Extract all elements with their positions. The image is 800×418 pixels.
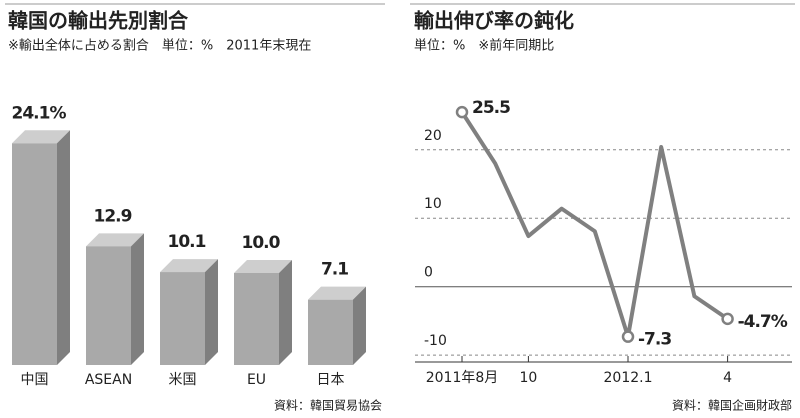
line <box>460 111 729 339</box>
value-label: 10.0 <box>242 233 281 253</box>
x-tick-label: 米国 <box>169 372 197 388</box>
source: 資料：韓国企画財政部 <box>672 398 792 413</box>
x-tick-label: 日本 <box>317 372 345 388</box>
source: 資料：韓国貿易協会 <box>274 398 382 413</box>
chart-subtitle: ※輸出全体に占める割合 単位：% 2011年末現在 <box>8 38 311 54</box>
marker <box>455 105 469 119</box>
bar <box>160 272 205 365</box>
value-label: -4.7% <box>738 312 788 332</box>
bar <box>308 299 353 365</box>
bar-top <box>234 260 292 273</box>
value-label: 25.5 <box>472 98 510 118</box>
y-tick-label: 0 <box>424 265 433 281</box>
x-tick-label: ASEAN <box>85 372 132 388</box>
chart-title: 輸出伸び率の鈍化 <box>414 9 574 33</box>
value-label: 12.9 <box>94 206 132 226</box>
bar-top <box>308 286 366 300</box>
chart-title: 韓国の輸出先別割合 <box>8 9 189 33</box>
value-label: 7.1 <box>321 260 348 280</box>
bar <box>234 273 279 365</box>
value-label: 24.1% <box>12 103 67 123</box>
bar-side <box>57 130 70 365</box>
x-tick-label: 10 <box>519 370 537 386</box>
x-tick-label: 4 <box>723 370 732 386</box>
value-label: -7.3 <box>638 330 671 350</box>
value-label: 10.1 <box>168 232 206 252</box>
marker <box>721 312 734 326</box>
bar-side <box>131 233 144 365</box>
x-tick-label: EU <box>247 372 266 388</box>
bar-side <box>279 260 292 365</box>
x-tick-label: 2012.1 <box>604 370 653 386</box>
bar-side <box>353 286 366 365</box>
marker <box>621 330 635 343</box>
chart-subtitle: 単位：% ※前年同期比 <box>414 38 554 54</box>
bar <box>12 143 57 365</box>
bar-side <box>205 259 218 365</box>
bar-top <box>12 130 70 144</box>
bar-top <box>86 233 144 247</box>
bar <box>86 246 131 365</box>
x-tick-label: 中国 <box>21 372 49 388</box>
y-tick-label: -10 <box>424 333 447 349</box>
y-tick-label: 10 <box>424 196 442 212</box>
bar-top <box>160 259 218 273</box>
y-tick-label: 20 <box>424 128 442 144</box>
x-tick-label: 2011年8月 <box>426 370 499 386</box>
